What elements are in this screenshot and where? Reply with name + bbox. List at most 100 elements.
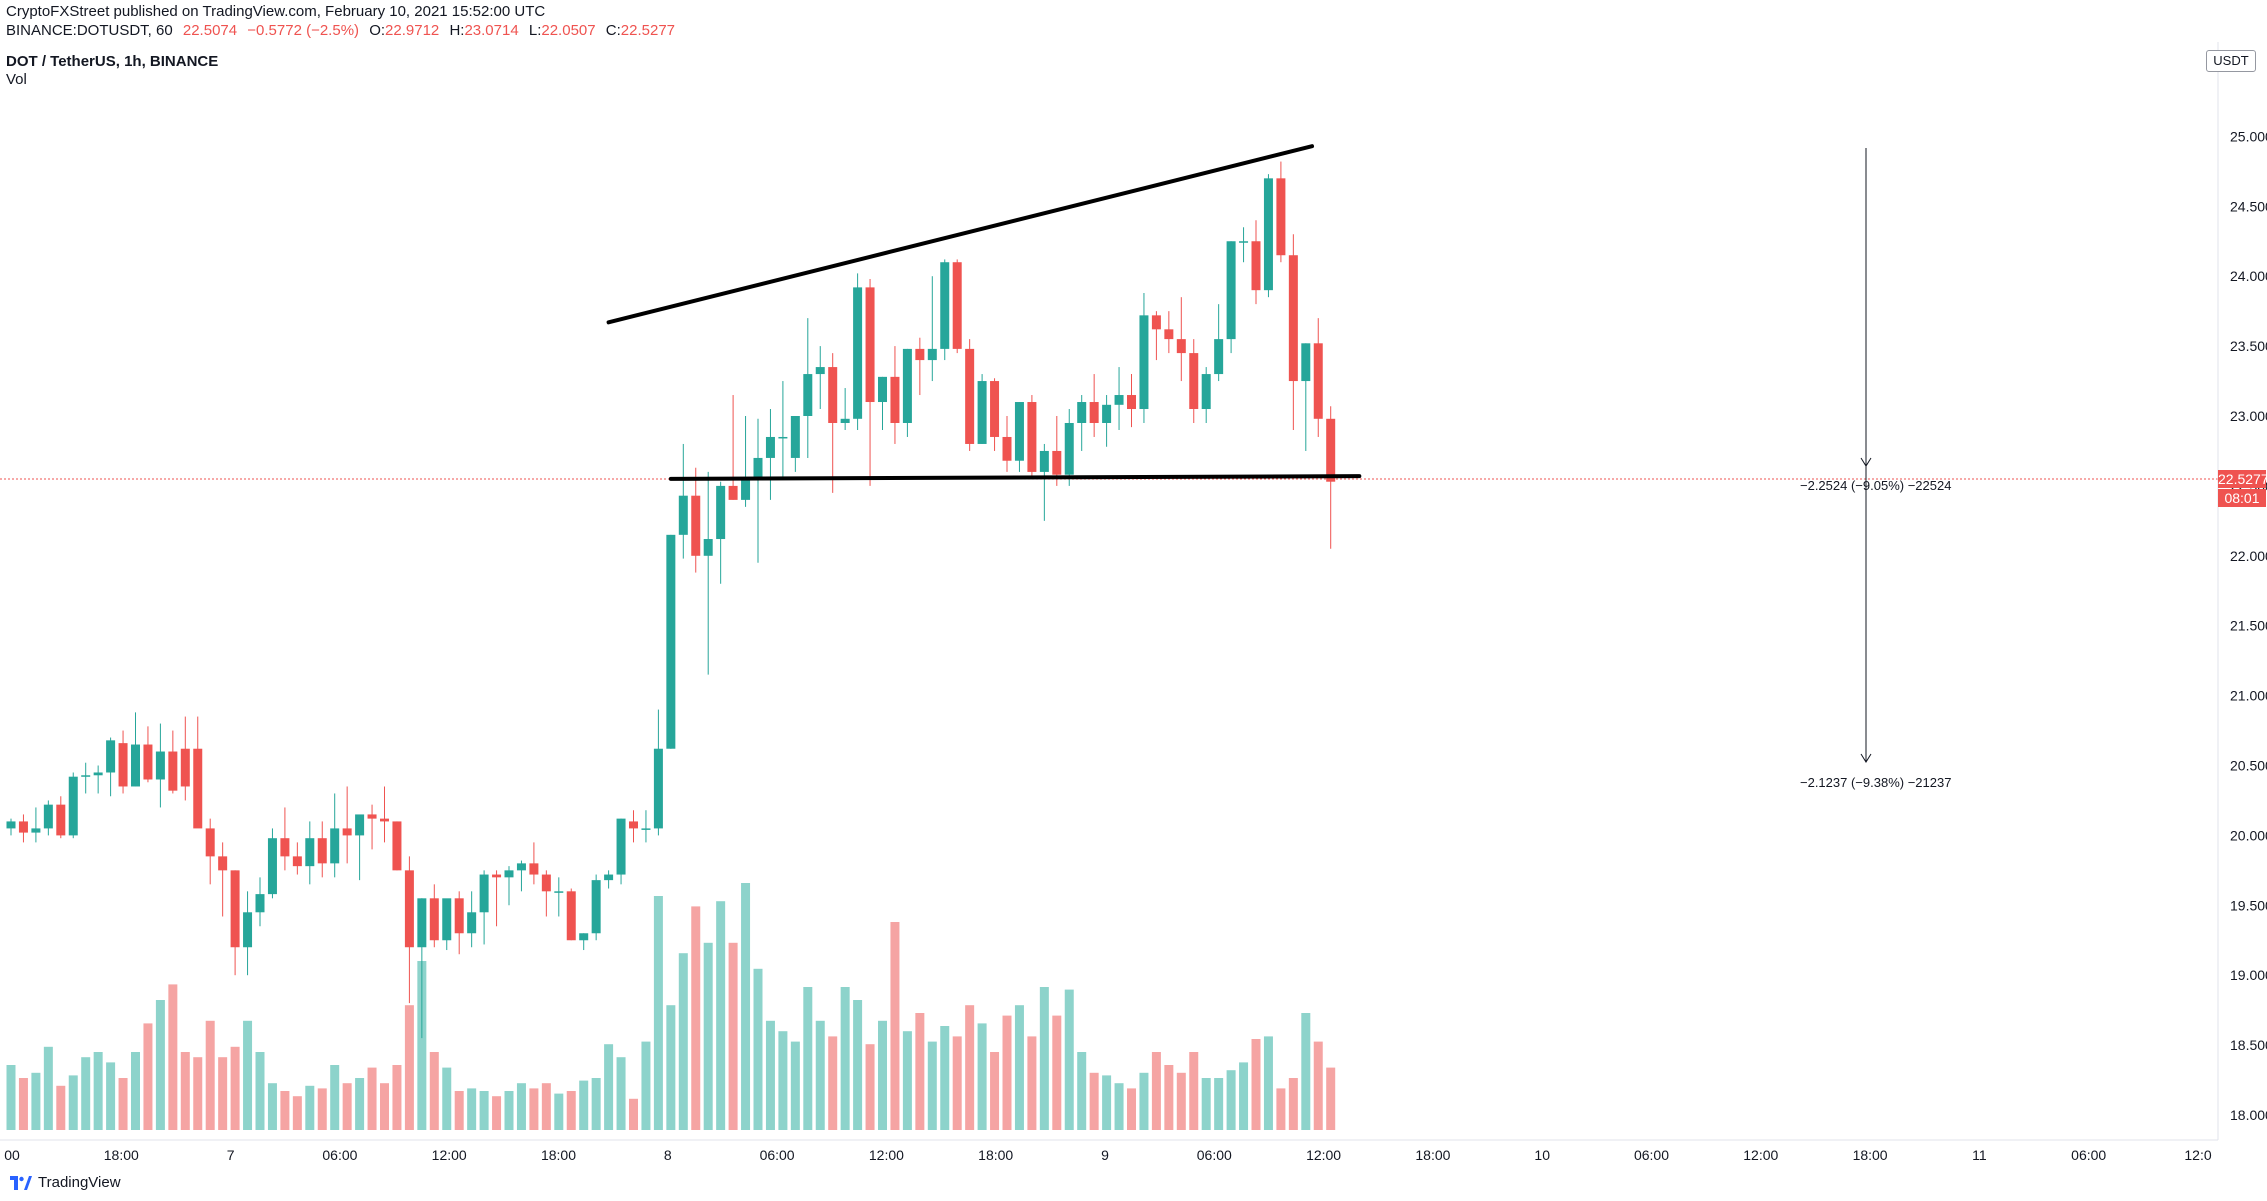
candle xyxy=(927,276,937,382)
bar-countdown-badge: 08:01 xyxy=(2218,489,2266,507)
volume-indicator-label[interactable]: Vol xyxy=(6,71,27,88)
resistance-trendline[interactable] xyxy=(606,144,1315,325)
candle xyxy=(616,818,626,885)
volume-bar xyxy=(1077,1052,1087,1130)
candle-body xyxy=(504,870,514,878)
candle-body xyxy=(604,874,614,881)
candle xyxy=(467,891,477,948)
candle xyxy=(741,416,751,507)
candle xyxy=(1301,343,1311,451)
volume-bar xyxy=(81,1057,91,1130)
candle xyxy=(404,856,414,1004)
time-tick-label: 18:00 xyxy=(1853,1147,1888,1163)
candle-body xyxy=(591,880,601,934)
candle xyxy=(865,278,875,486)
volume-bar xyxy=(454,1091,464,1130)
candle-body xyxy=(778,436,788,439)
candle-body xyxy=(753,457,763,479)
volume-bar xyxy=(467,1088,477,1130)
tradingview-logo[interactable]: TradingView xyxy=(10,1174,121,1191)
candle-body xyxy=(118,743,128,787)
candle-body xyxy=(741,478,751,500)
trendlines[interactable] xyxy=(606,144,1362,481)
last-price-badge: 22.5277 xyxy=(2218,470,2267,488)
candle xyxy=(629,810,638,843)
volume-bar xyxy=(193,1057,203,1130)
candle-body xyxy=(68,776,78,836)
candle-body xyxy=(1301,343,1311,382)
candle-body xyxy=(43,804,53,829)
candle-body xyxy=(1226,241,1236,340)
candle-body xyxy=(81,775,91,777)
current-price: 22.5074 xyxy=(182,22,238,39)
candle xyxy=(255,877,265,927)
candle-body xyxy=(815,367,825,375)
candle-body xyxy=(940,262,950,349)
volume-bar xyxy=(815,1020,825,1130)
candle xyxy=(68,772,78,839)
volume-bar xyxy=(492,1096,502,1130)
candle xyxy=(131,712,140,787)
candle xyxy=(1189,339,1199,423)
candle xyxy=(915,337,925,396)
volume-bar xyxy=(1027,1036,1037,1130)
candle xyxy=(902,348,912,437)
volume-bar xyxy=(554,1093,564,1130)
time-tick-label: 06:00 xyxy=(2071,1147,2106,1163)
candle-body xyxy=(367,814,377,819)
volume-bar xyxy=(330,1065,340,1130)
volume-bar xyxy=(765,1020,775,1130)
volume-bar xyxy=(790,1041,800,1130)
publish-info: CryptoFXStreet published on TradingView.… xyxy=(6,3,546,20)
candle-body xyxy=(890,376,900,423)
time-tick-label: 7 xyxy=(227,1147,235,1163)
candle xyxy=(1077,395,1087,451)
candle xyxy=(778,381,788,479)
time-axis[interactable]: 00 18:00 7 06:00 12:00 18:00 8 06:00 12:00 18:00 9… xyxy=(4,1147,2212,1163)
candle-body xyxy=(1251,241,1261,291)
candle-body xyxy=(1027,402,1037,472)
volume-bar xyxy=(429,1052,439,1130)
volume-bar xyxy=(305,1085,315,1130)
candle-body xyxy=(1077,402,1087,423)
volume-bar xyxy=(280,1091,290,1130)
candle xyxy=(180,716,190,801)
volume-bar xyxy=(890,922,900,1130)
candle xyxy=(1064,409,1074,486)
volume-bar xyxy=(93,1052,103,1130)
candle xyxy=(1288,234,1298,430)
candle-body xyxy=(93,772,103,776)
candle-body xyxy=(765,436,775,458)
volume-bar xyxy=(1002,1015,1012,1130)
candle-body xyxy=(1189,353,1199,410)
candle-body xyxy=(1002,436,1012,461)
candle-body xyxy=(1089,402,1099,423)
candle xyxy=(1027,395,1037,479)
candle xyxy=(18,814,28,843)
volume-bar xyxy=(1313,1041,1323,1130)
candle-body xyxy=(977,381,987,444)
candle xyxy=(1276,161,1286,263)
volume-bar xyxy=(255,1052,265,1130)
volume-bar xyxy=(940,1026,950,1130)
candle xyxy=(753,418,763,563)
candle-body xyxy=(230,870,240,948)
volume-bar xyxy=(653,896,663,1130)
chart-title[interactable]: DOT / TetherUS, 1h, BINANCE xyxy=(6,53,219,70)
volume-bar xyxy=(68,1075,78,1130)
candle xyxy=(666,534,676,749)
candle xyxy=(529,842,539,885)
low-label: L: xyxy=(528,22,542,39)
candle xyxy=(1263,174,1273,298)
candle-body xyxy=(716,485,726,540)
volume-bar xyxy=(106,1062,116,1130)
support-trendline[interactable] xyxy=(668,474,1362,481)
currency-selector[interactable]: USDT xyxy=(2206,50,2256,72)
close-value: 22.5277 xyxy=(620,22,676,39)
volume-bar xyxy=(479,1091,489,1130)
candle-body xyxy=(691,495,701,556)
candle-body xyxy=(218,856,228,871)
